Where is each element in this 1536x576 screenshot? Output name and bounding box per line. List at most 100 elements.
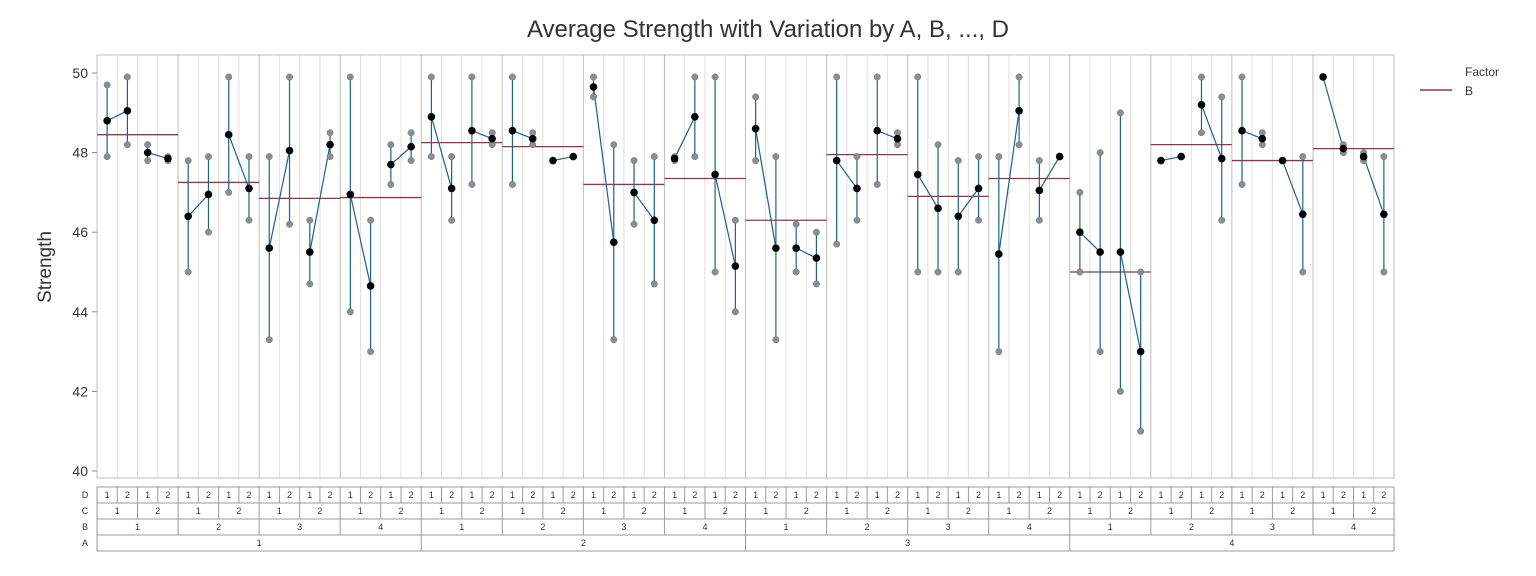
observation-point [691,153,699,161]
factor-level-label: 1 [632,490,637,500]
observation-point [752,93,760,101]
factor-level-label: 1 [601,506,606,516]
mean-connect-line [187,193,209,217]
y-tick-label: 42 [72,383,88,399]
observation-point [610,336,618,344]
mean-connect-line [592,86,615,243]
observation-point [1299,153,1307,161]
observation-point [610,141,618,149]
factor-level-label: 2 [409,490,414,500]
cell-mean-point [1217,154,1226,163]
observation-point [914,268,922,276]
observation-point [934,141,942,149]
mean-connect-line [1119,251,1142,352]
cell-mean-point [1157,156,1165,165]
cell-mean-point [1116,248,1125,256]
legend-entry-b: B [1465,84,1473,98]
observation-point [367,348,375,356]
factor-level-label: 1 [784,522,789,532]
factor-level-label: 2 [854,490,859,500]
factor-level-label: 3 [946,522,951,532]
cell-mean-point [853,184,861,193]
observation-point [326,153,334,161]
factor-level-label: 1 [1037,490,1042,500]
cell-mean-point [326,140,334,149]
observation-point [812,280,820,288]
cell-mean-point [488,134,496,143]
observation-point [387,180,395,188]
observation-point [306,216,314,224]
observation-point [144,141,152,149]
factor-level-label: 2 [530,490,535,500]
cell-mean-point [1035,186,1044,195]
y-axis-label: Strength [35,231,56,303]
cell-mean-point [468,126,476,135]
mean-connect-line [957,188,980,217]
observation-point [103,81,111,89]
observation-point [407,157,415,165]
cell-mean-point [447,184,456,193]
cell-mean-point [1278,156,1287,165]
observation-point [1380,153,1388,161]
factor-level-label: 1 [956,490,961,500]
factor-level-label: 2 [581,538,586,548]
factor-level-label: 1 [1321,490,1326,500]
observation-point [975,153,983,161]
observation-point [630,157,638,165]
observation-point [508,180,516,188]
observation-point [103,153,111,161]
factor-level-label: 2 [1341,490,1346,500]
observation-point [1076,268,1084,276]
observation-point [448,216,456,224]
mean-connect-line [228,134,250,189]
cell-mean-point [832,156,841,165]
factor-level-label: 1 [550,490,555,500]
cell-mean-point [1319,73,1327,81]
observation-point [711,73,719,81]
observation-point [650,153,658,161]
y-tick-label: 50 [72,65,88,81]
observation-point [245,153,253,161]
observation-point [225,188,233,196]
cell-mean-point [427,112,436,121]
observation-point [427,153,435,161]
factor-level-label: 2 [692,490,697,500]
factor-level-label: 1 [226,490,231,500]
observation-point [346,73,354,81]
factor-level-label: 1 [429,490,434,500]
factor-level-label: 1 [875,490,880,500]
factor-level-label: 2 [1179,490,1184,500]
observation-point [954,157,962,165]
mean-connect-line [1322,76,1344,149]
factor-level-label: 1 [996,490,1001,500]
cell-mean-point [630,188,638,197]
observation-point [184,157,192,165]
factor-level-label: 1 [510,490,515,500]
factor-level-label: 1 [834,490,839,500]
factor-row-name: B [82,522,88,532]
cell-mean-point [812,254,821,262]
cell-mean-point [123,107,132,115]
factor-level-label: 2 [1128,506,1133,516]
factor-level-label: 2 [125,490,130,500]
factor-level-label: 1 [844,506,849,516]
cell-mean-point [772,244,780,252]
factor-level-label: 2 [490,490,495,500]
factor-level-label: 2 [895,490,900,500]
cell-mean-point [407,142,415,151]
factor-level-label: 1 [105,490,110,500]
observation-point [914,73,922,81]
factor-level-label: 2 [1219,490,1224,500]
factor-level-label: 1 [1331,506,1336,516]
factor-level-label: 2 [571,490,576,500]
factor-level-label: 1 [1088,506,1093,516]
cell-mean-point [1136,347,1145,356]
observation-point [711,268,719,276]
observation-point [205,228,212,236]
mean-connect-line [309,144,331,253]
observation-point [265,153,273,161]
plot-frame [96,54,1395,479]
observation-point [1015,73,1023,81]
cell-mean-point [549,156,557,165]
